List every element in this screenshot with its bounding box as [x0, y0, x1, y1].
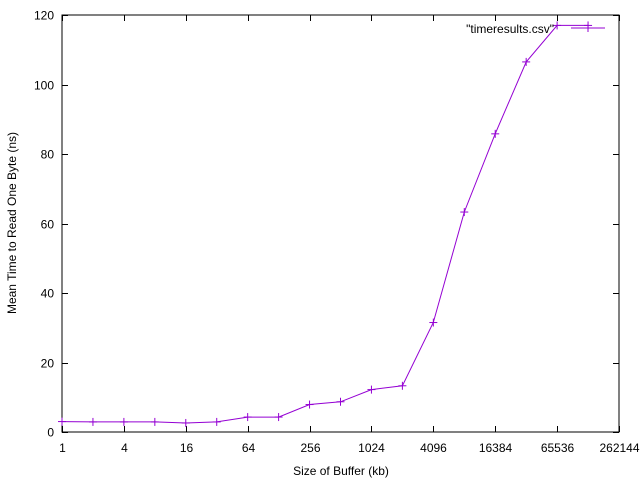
- y-tick-label: 120: [34, 9, 54, 23]
- y-tick-label: 60: [41, 218, 55, 232]
- x-tick-label: 1024: [358, 441, 385, 455]
- legend-marker: [584, 24, 592, 32]
- data-point-marker: [181, 418, 190, 427]
- legend-layer: "timeresults.csv": [466, 22, 605, 36]
- data-point-marker: [398, 381, 407, 390]
- plot-frame: [61, 14, 620, 433]
- y-tick-label: 40: [41, 287, 55, 301]
- y-tick-label: 100: [34, 79, 54, 93]
- data-point-marker: [305, 400, 314, 409]
- x-tick-label: 4: [121, 441, 128, 455]
- data-point-marker: [522, 57, 531, 66]
- y-tick-label: 20: [41, 357, 55, 371]
- x-tick-label: 262144: [599, 441, 639, 455]
- data-point-marker: [119, 417, 128, 426]
- x-tick-label: 256: [300, 441, 320, 455]
- x-tick-label: 16384: [479, 441, 513, 455]
- data-point-marker: [243, 413, 252, 422]
- y-tick-label: 0: [47, 426, 54, 440]
- x-tick-label: 4096: [420, 441, 447, 455]
- series-layer: [58, 21, 593, 427]
- legend-label: "timeresults.csv": [466, 22, 554, 36]
- data-point-marker: [336, 397, 345, 406]
- data-point-marker: [460, 208, 469, 217]
- data-point-marker: [367, 385, 376, 394]
- data-point-marker: [274, 413, 283, 422]
- axes-layer: [61, 14, 620, 433]
- data-point-marker: [491, 129, 500, 138]
- data-point-marker: [88, 417, 97, 426]
- x-axis-label: Size of Buffer (kb): [293, 464, 389, 478]
- x-tick-label: 64: [242, 441, 256, 455]
- data-point-marker: [58, 417, 66, 426]
- data-point-marker: [553, 21, 562, 30]
- x-tick-label: 1: [59, 441, 66, 455]
- y-axis-label: Mean Time to Read One Byte (ns): [5, 132, 19, 314]
- x-tick-label: 16: [180, 441, 194, 455]
- data-point-marker: [429, 318, 438, 327]
- ticks-layer: 1 4 16 64 256 1024 4096 16384 65536 262144 0 20 40 60…: [34, 9, 640, 456]
- y-tick-label: 80: [41, 148, 55, 162]
- data-point-marker: [150, 417, 159, 426]
- series-line: [61, 24, 589, 424]
- data-point-marker: [212, 417, 221, 426]
- x-tick-label: 65536: [541, 441, 575, 455]
